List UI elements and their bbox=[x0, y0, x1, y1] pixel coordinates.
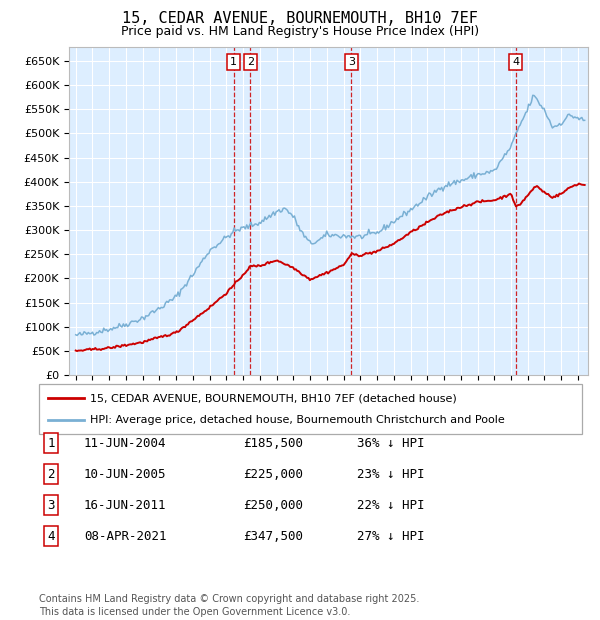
Text: 16-JUN-2011: 16-JUN-2011 bbox=[84, 499, 167, 511]
Text: 4: 4 bbox=[512, 57, 519, 67]
Text: 1: 1 bbox=[47, 437, 55, 450]
Text: 08-APR-2021: 08-APR-2021 bbox=[84, 530, 167, 542]
Text: £185,500: £185,500 bbox=[243, 437, 303, 450]
Text: 15, CEDAR AVENUE, BOURNEMOUTH, BH10 7EF (detached house): 15, CEDAR AVENUE, BOURNEMOUTH, BH10 7EF … bbox=[90, 393, 457, 403]
Text: Contains HM Land Registry data © Crown copyright and database right 2025.
This d: Contains HM Land Registry data © Crown c… bbox=[39, 594, 419, 617]
Text: 3: 3 bbox=[47, 499, 55, 511]
Text: 1: 1 bbox=[230, 57, 237, 67]
Text: 2: 2 bbox=[247, 57, 254, 67]
Text: Price paid vs. HM Land Registry's House Price Index (HPI): Price paid vs. HM Land Registry's House … bbox=[121, 25, 479, 38]
Text: 36% ↓ HPI: 36% ↓ HPI bbox=[357, 437, 425, 450]
Text: £250,000: £250,000 bbox=[243, 499, 303, 511]
Text: 4: 4 bbox=[47, 530, 55, 542]
Text: 10-JUN-2005: 10-JUN-2005 bbox=[84, 468, 167, 481]
Text: HPI: Average price, detached house, Bournemouth Christchurch and Poole: HPI: Average price, detached house, Bour… bbox=[90, 415, 505, 425]
Text: £225,000: £225,000 bbox=[243, 468, 303, 481]
Text: 22% ↓ HPI: 22% ↓ HPI bbox=[357, 499, 425, 511]
Text: 27% ↓ HPI: 27% ↓ HPI bbox=[357, 530, 425, 542]
Text: 11-JUN-2004: 11-JUN-2004 bbox=[84, 437, 167, 450]
Text: 23% ↓ HPI: 23% ↓ HPI bbox=[357, 468, 425, 481]
Text: 3: 3 bbox=[348, 57, 355, 67]
Text: 2: 2 bbox=[47, 468, 55, 481]
Text: 15, CEDAR AVENUE, BOURNEMOUTH, BH10 7EF: 15, CEDAR AVENUE, BOURNEMOUTH, BH10 7EF bbox=[122, 11, 478, 26]
Text: £347,500: £347,500 bbox=[243, 530, 303, 542]
